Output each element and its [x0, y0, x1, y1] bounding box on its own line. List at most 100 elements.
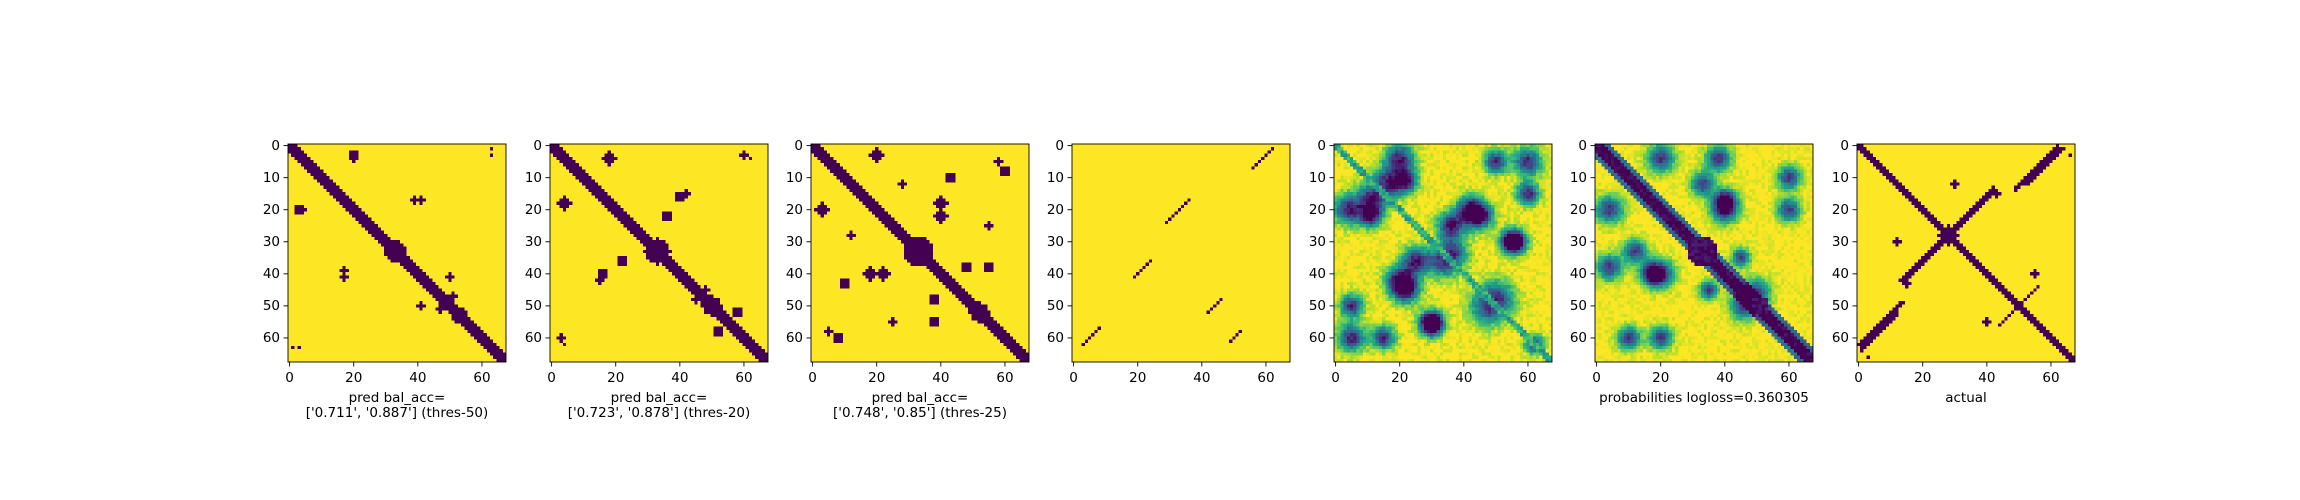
- heatmap-cell: [681, 150, 685, 154]
- heatmap-cell: [297, 320, 301, 324]
- heatmap-cell: [406, 275, 410, 279]
- heatmap-cell: [294, 297, 298, 302]
- heatmap-cell: [364, 253, 369, 257]
- heatmap-cell: [419, 259, 423, 263]
- heatmap-cell: [403, 253, 407, 257]
- heatmap-cell: [310, 179, 314, 183]
- heatmap-cell: [345, 233, 349, 238]
- heatmap-cell: [387, 310, 391, 314]
- heatmap-cell: [320, 307, 324, 311]
- heatmap-cell: [425, 313, 430, 318]
- heatmap-cell: [413, 307, 417, 311]
- heatmap-cell: [332, 265, 337, 270]
- heatmap-cell: [429, 329, 433, 334]
- heatmap-cell: [304, 172, 308, 177]
- heatmap-cell: [441, 166, 446, 170]
- heatmap-cell: [435, 278, 439, 282]
- heatmap-cell: [339, 246, 343, 250]
- heatmap-cell: [489, 265, 494, 270]
- heatmap-cell: [441, 182, 446, 186]
- heatmap-cell: [425, 358, 430, 363]
- heatmap-cell: [364, 358, 369, 363]
- heatmap-cell: [361, 144, 365, 148]
- heatmap-cell: [435, 355, 439, 359]
- heatmap-cell: [326, 275, 330, 279]
- heatmap-cell: [300, 285, 305, 289]
- heatmap-cell: [429, 275, 433, 279]
- heatmap-cell: [380, 249, 385, 254]
- heatmap-cell: [345, 333, 349, 337]
- heatmap-cell: [483, 144, 487, 148]
- heatmap-cell: [435, 342, 439, 347]
- heatmap-cell: [416, 323, 420, 327]
- heatmap-cell: [486, 240, 491, 244]
- heatmap-cell: [400, 249, 404, 254]
- heatmap-cell: [374, 301, 378, 305]
- heatmap-cell: [464, 249, 468, 254]
- heatmap-cell: [352, 144, 356, 148]
- heatmap-cell: [409, 272, 414, 276]
- heatmap-cell: [419, 355, 423, 359]
- heatmap-cell: [397, 320, 401, 324]
- heatmap-cell: [493, 150, 497, 154]
- heatmap-cell: [438, 320, 442, 324]
- heatmap-cell: [300, 156, 305, 161]
- heatmap-cell: [364, 342, 369, 347]
- heatmap-cell: [297, 265, 301, 270]
- heatmap-cell: [438, 329, 442, 334]
- heatmap-cell: [489, 307, 494, 311]
- heatmap-cell: [409, 349, 414, 353]
- heatmap-cell: [493, 272, 497, 276]
- heatmap-cell: [445, 220, 449, 225]
- heatmap-cell: [425, 345, 430, 350]
- heatmap-cell: [572, 147, 576, 151]
- heatmap-cell: [559, 156, 563, 161]
- heatmap-cell: [342, 147, 346, 151]
- heatmap-cell: [332, 224, 337, 228]
- heatmap-cell: [461, 144, 465, 148]
- heatmap-cell: [352, 269, 356, 273]
- heatmap-cell: [400, 211, 404, 215]
- heatmap-cell: [477, 185, 481, 189]
- heatmap-cell: [291, 291, 295, 295]
- heatmap-cell: [432, 192, 436, 196]
- heatmap-cell: [403, 240, 407, 244]
- heatmap-cell: [499, 182, 503, 186]
- heatmap-cell: [454, 352, 458, 356]
- heatmap-cell: [416, 185, 420, 189]
- heatmap-cell: [416, 172, 420, 177]
- heatmap-cell: [435, 169, 439, 173]
- heatmap-cell: [397, 275, 401, 279]
- heatmap-cell: [493, 304, 497, 308]
- heatmap-cell: [329, 160, 333, 164]
- heatmap-cell: [294, 147, 298, 151]
- heatmap-cell: [310, 253, 314, 257]
- heatmap-cell: [377, 188, 382, 193]
- heatmap-cell: [304, 326, 308, 330]
- heatmap-cell: [486, 211, 491, 215]
- heatmap-cell: [348, 195, 353, 199]
- heatmap-cell: [448, 156, 452, 161]
- heatmap-cell: [435, 262, 439, 266]
- heatmap-cell: [413, 243, 417, 247]
- heatmap-cell: [336, 285, 340, 289]
- heatmap-cell: [496, 204, 500, 209]
- heatmap-cell: [358, 169, 362, 173]
- heatmap-cell: [348, 185, 353, 189]
- heatmap-cell: [441, 227, 446, 231]
- heatmap-cell: [649, 156, 653, 161]
- heatmap-cell: [297, 243, 301, 247]
- heatmap-cell: [387, 262, 391, 266]
- heatmap-cell: [470, 147, 474, 151]
- heatmap-cell: [307, 320, 311, 324]
- heatmap-cell: [454, 188, 458, 193]
- heatmap-cell: [403, 208, 407, 212]
- heatmap-cell: [451, 192, 455, 196]
- heatmap-cell: [413, 220, 417, 225]
- heatmap-cell: [483, 147, 487, 151]
- heatmap-cell: [486, 243, 491, 247]
- heatmap-cell: [339, 230, 343, 234]
- heatmap-cell: [432, 320, 436, 324]
- heatmap-cell: [320, 233, 324, 238]
- heatmap-cell: [678, 144, 682, 148]
